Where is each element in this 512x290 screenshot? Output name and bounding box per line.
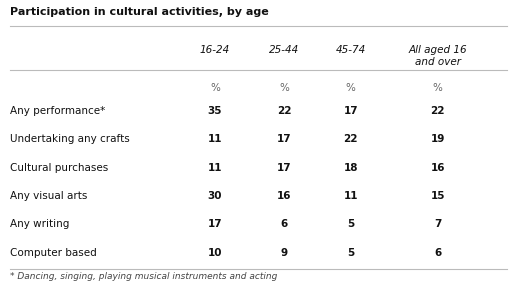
Text: %: %: [210, 83, 220, 93]
Text: Cultural purchases: Cultural purchases: [10, 163, 109, 173]
Text: 16-24: 16-24: [200, 45, 230, 55]
Text: 16: 16: [431, 163, 445, 173]
Text: 9: 9: [281, 248, 288, 258]
Text: 25-44: 25-44: [269, 45, 300, 55]
Text: 11: 11: [208, 134, 222, 144]
Text: 11: 11: [208, 163, 222, 173]
Text: %: %: [346, 83, 356, 93]
Text: Any writing: Any writing: [10, 220, 70, 229]
Text: 22: 22: [344, 134, 358, 144]
Text: 18: 18: [344, 163, 358, 173]
Text: 16: 16: [277, 191, 291, 201]
Text: * Dancing, singing, playing musical instruments and acting: * Dancing, singing, playing musical inst…: [10, 272, 278, 281]
Text: 6: 6: [434, 248, 441, 258]
Text: 22: 22: [431, 106, 445, 116]
Text: 6: 6: [281, 220, 288, 229]
Text: %: %: [279, 83, 289, 93]
Text: %: %: [433, 83, 443, 93]
Text: 35: 35: [208, 106, 222, 116]
Text: Any visual arts: Any visual arts: [10, 191, 88, 201]
Text: All aged 16
and over: All aged 16 and over: [409, 45, 467, 66]
Text: 7: 7: [434, 220, 441, 229]
Text: Computer based: Computer based: [10, 248, 97, 258]
Text: 17: 17: [277, 163, 291, 173]
Text: Undertaking any crafts: Undertaking any crafts: [10, 134, 130, 144]
Text: 15: 15: [431, 191, 445, 201]
Text: 17: 17: [208, 220, 222, 229]
Text: 10: 10: [208, 248, 222, 258]
Text: 5: 5: [347, 248, 354, 258]
Text: 5: 5: [347, 220, 354, 229]
Text: 30: 30: [208, 191, 222, 201]
Text: 11: 11: [344, 191, 358, 201]
Text: 22: 22: [277, 106, 291, 116]
Text: 17: 17: [277, 134, 291, 144]
Text: Participation in cultural activities, by age: Participation in cultural activities, by…: [10, 7, 269, 17]
Text: Any performance*: Any performance*: [10, 106, 105, 116]
Text: 19: 19: [431, 134, 445, 144]
Text: 45-74: 45-74: [335, 45, 366, 55]
Text: 17: 17: [344, 106, 358, 116]
